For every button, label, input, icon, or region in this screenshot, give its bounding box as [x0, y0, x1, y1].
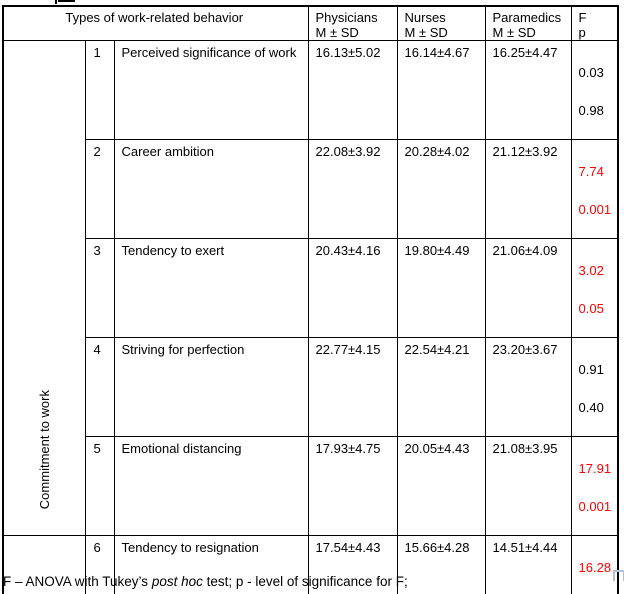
behavior-label: Emotional distancing — [113, 436, 309, 536]
p-value: 0.98 — [578, 103, 604, 118]
f-p-values: 0.03 0.98 — [570, 40, 619, 140]
f-value: 3.02 — [578, 263, 604, 278]
physicians-value: 20.43±4.16 — [307, 238, 398, 338]
behavior-label: Career ambition — [113, 139, 309, 239]
f-p-values: 17.91 0.001 — [570, 436, 619, 536]
f-value: 0.91 — [578, 362, 604, 377]
paramedics-value: 16.25±4.47 — [484, 40, 572, 140]
physicians-value: 16.13±5.02 — [307, 40, 398, 140]
footnote: F – ANOVA with Tukey’s post hoc test; p … — [3, 573, 408, 591]
p-value: 0.05 — [578, 301, 604, 316]
table-row: 4 Striving for perfection 22.77±4.15 22.… — [3, 337, 619, 437]
table-row: 3 Tendency to exert 20.43±4.16 19.80±4.4… — [3, 238, 619, 338]
footnote-text: test; p - level of significance for F; — [202, 574, 408, 589]
f-p-values: 16.28 0.001 — [570, 535, 619, 594]
behavior-label: Tendency to exert — [113, 238, 309, 338]
behavior-label: Striving for perfection — [113, 337, 309, 437]
row-number: 5 — [84, 436, 115, 536]
p-value: 0.001 — [578, 499, 612, 514]
nurses-value: 20.05±4.43 — [396, 436, 486, 536]
table-row: Commitment to work 1 Perceived significa… — [2, 40, 619, 536]
header-f-p: F p — [570, 5, 619, 41]
p-value: 0.001 — [578, 202, 612, 217]
paramedics-value: 14.51±4.44 — [484, 535, 572, 594]
f-p-values: 0.91 0.40 — [570, 337, 619, 437]
f-value: 17.91 — [578, 461, 612, 476]
header-behavior-types: Types of work-related behavior — [2, 5, 309, 41]
footnote-text: F – ANOVA with Tukey’s — [3, 574, 152, 589]
cropped-text-fragment — [58, 0, 75, 2]
row-number: 1 — [84, 40, 115, 140]
category-label: Commitment to work — [36, 389, 52, 509]
paramedics-value: 21.12±3.92 — [484, 139, 572, 239]
f-value: 0.03 — [578, 65, 604, 80]
nurses-value: 15.66±4.28 — [396, 535, 486, 594]
behavior-label: Perceived significance of work — [113, 40, 309, 140]
p-value: 0.40 — [578, 400, 604, 415]
nurses-value: 22.54±4.21 — [396, 337, 486, 437]
row-number: 3 — [84, 238, 115, 338]
results-table: Types of work-related behavior Physician… — [2, 5, 620, 594]
table-row: 2 Career ambition 22.08±3.92 20.28±4.02 … — [3, 139, 619, 239]
category-commitment-to-work: Commitment to work — [2, 40, 86, 536]
f-value: 7.74 — [578, 164, 604, 179]
header-row: Types of work-related behavior Physician… — [2, 5, 619, 41]
f-p-values: 3.02 0.05 — [570, 238, 619, 338]
physicians-value: 17.93±4.75 — [307, 436, 398, 536]
f-p-values: 7.74 0.001 — [570, 139, 619, 239]
row-number: 2 — [84, 139, 115, 239]
paramedics-value: 23.20±3.67 — [484, 337, 572, 437]
paramedics-value: 21.06±4.09 — [484, 238, 572, 338]
nurses-value: 16.14±4.67 — [396, 40, 486, 140]
nurses-value: 20.28±4.02 — [396, 139, 486, 239]
f-value: 16.28 — [578, 560, 612, 575]
row-number: 4 — [84, 337, 115, 437]
footnote-italic-text: post hoc — [151, 574, 203, 589]
cursor-artifact — [613, 570, 624, 581]
category-resistance-to-stress: Resistance to stress — [2, 535, 86, 594]
paramedics-value: 21.08±3.95 — [484, 436, 572, 536]
header-physicians: Physicians M ± SD — [307, 5, 398, 41]
header-nurses: Nurses M ± SD — [396, 5, 486, 41]
physicians-value: 22.77±4.15 — [307, 337, 398, 437]
table-row: 5 Emotional distancing 17.93±4.75 20.05±… — [3, 436, 619, 536]
cropped-text-fragment — [55, 0, 57, 4]
physicians-value: 22.08±3.92 — [307, 139, 398, 239]
header-paramedics: Paramedics M ± SD — [484, 5, 572, 41]
table-row: Resistance to stress 6 Tendency to resig… — [2, 535, 619, 594]
behavior-label: Tendency to resignation — [113, 535, 309, 594]
nurses-value: 19.80±4.49 — [396, 238, 486, 338]
